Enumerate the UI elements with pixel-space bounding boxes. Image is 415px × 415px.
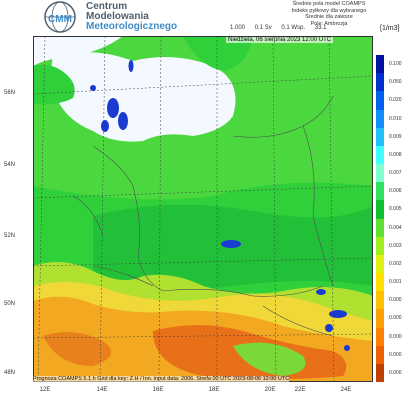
legend-label: 0.004 [389, 224, 402, 231]
legend-swatch [376, 109, 384, 129]
org-line-1: Centrum [86, 1, 128, 12]
green-valley [233, 342, 306, 376]
legend-label: 0.002 [389, 260, 402, 267]
organization-name: Centrum Modelowania Meteorologicznego [86, 2, 177, 32]
legend-swatch [376, 91, 384, 110]
legend-swatch [376, 309, 384, 328]
legend-swatch [376, 182, 384, 201]
hotspot-east-2 [329, 310, 347, 318]
map-timestamp: Niedziela, 06 sierpnia 2023 12:00 UTC [226, 37, 334, 43]
legend-label: 0.009 [389, 133, 402, 140]
lon-label: 18E [208, 387, 220, 393]
hotspot-north-5 [128, 60, 134, 72]
legend-swatch [376, 254, 384, 274]
legend-label: 0.006 [389, 188, 402, 195]
hotspot-north-4 [90, 85, 96, 91]
hotspot-east-1 [316, 289, 326, 295]
lon-label: 16E [152, 387, 164, 393]
legend-swatch [376, 145, 384, 165]
lat-label: 56N [4, 90, 16, 96]
legend-label: 0.020 [389, 97, 402, 104]
legend-label: 0.010 [389, 115, 402, 122]
org-line-2: Modelowania [86, 11, 149, 22]
pollen-map [33, 36, 373, 382]
legend-swatch [376, 236, 384, 256]
hotspot-north-2 [118, 112, 128, 130]
scale-value-1: 1.000 [230, 25, 246, 31]
legend-label: 0.008 [389, 151, 402, 158]
hotspot-north-1 [107, 98, 119, 118]
org-line-3: Meteorologicznego [86, 21, 178, 32]
product-info: Średnie pola model COAMPS Indeks pyłkowy… [259, 1, 399, 27]
legend-swatch [376, 73, 384, 92]
hotspot-center [221, 240, 241, 248]
lon-label: 24E [340, 387, 352, 393]
info-line-4: Pole: Ambrozja [310, 20, 348, 27]
legend-label: 0.003 [389, 242, 402, 249]
sea-upper [33, 36, 123, 66]
lon-label: 22E [294, 387, 306, 393]
legend-label: 0.000 [389, 297, 402, 304]
legend-label: 0.000 [389, 315, 402, 322]
legend-label: 0.050 [389, 79, 402, 86]
unit-label: [1/m3] [380, 25, 400, 32]
graticule [33, 36, 373, 382]
baltic-sea [51, 52, 236, 142]
legend-swatch [376, 273, 384, 292]
legend-swatch [376, 363, 384, 383]
hotspot-east-3 [325, 324, 333, 332]
legend-label: 0.000 [389, 369, 402, 376]
legend-label: 0.000 [389, 333, 402, 340]
lat-label: 52N [4, 233, 16, 239]
lat-label: 48N [4, 370, 16, 376]
legend-swatch [376, 200, 384, 219]
scandinavia [33, 64, 75, 105]
hotspot-north-3 [101, 120, 109, 132]
lat-label: 54N [4, 162, 16, 168]
header: CMM Centrum Modelowania Meteorologiczneg… [0, 0, 415, 34]
legend-label: 0.001 [389, 279, 402, 286]
legend-label: 0.005 [389, 206, 402, 213]
model-note: Prognoza COAMPS 5.1.h Grid dla key: Z.H … [33, 376, 290, 382]
info-line-3: Średnie dla zawsze [305, 14, 353, 20]
svg-text:CMM: CMM [48, 14, 72, 25]
gotland [183, 36, 253, 71]
scale-value-2: 0.1 Sv [254, 25, 272, 31]
legend-label: 0.007 [389, 170, 402, 177]
legend-swatch [376, 345, 384, 365]
scale-values: 1.000 0.1 Sv 0.1 Wsp. 33.1 [230, 25, 334, 31]
legend-swatch [376, 164, 384, 183]
lon-label: 20E [264, 387, 276, 393]
color-legend [376, 55, 384, 383]
cmm-logo: CMM [44, 1, 76, 33]
lat-label: 50N [4, 301, 16, 307]
red-west [43, 332, 111, 366]
pollen-hotspots [90, 60, 350, 351]
legend-swatch [376, 327, 384, 347]
legend-swatch [376, 55, 384, 74]
hotspot-east-4 [344, 345, 350, 351]
info-line-1: Średnie pola model COAMPS [292, 1, 366, 7]
legend-swatch [376, 218, 384, 238]
scale-value-4: 33.1 [314, 25, 327, 31]
lon-label: 14E [96, 387, 108, 393]
scale-value-3: 0.1 Wsp. [281, 25, 306, 31]
legend-label: 0.100 [389, 61, 402, 68]
legend-label: 0.000 [389, 351, 402, 358]
info-line-2: Indeks pyłkowy dla wybranego [291, 7, 367, 14]
country-borders [72, 95, 334, 337]
legend-swatch [376, 291, 384, 310]
lon-label: 12E [39, 387, 51, 393]
legend-swatch [376, 127, 384, 147]
